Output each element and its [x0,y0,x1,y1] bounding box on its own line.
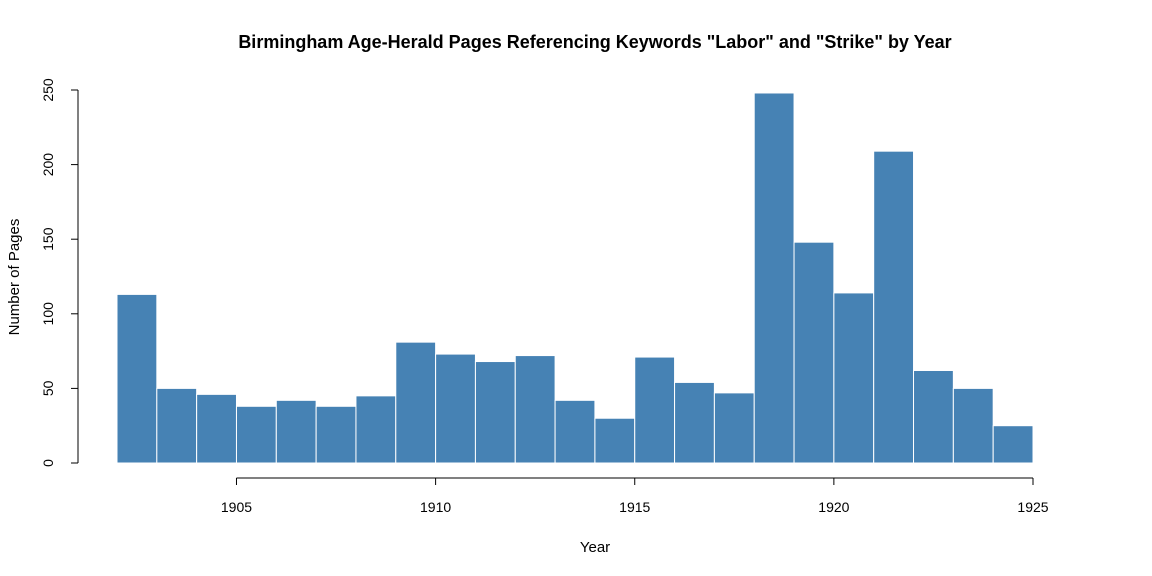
bar-1903 [156,387,198,464]
bar-1902 [116,293,158,464]
bar-1924 [992,425,1034,464]
x-tick-label-1910: 1910 [420,499,451,515]
x-axis: 1905 1910 1915 1920 1925 [221,477,1049,515]
bar-1911 [474,361,516,464]
y-tick-label-200: 200 [40,153,56,177]
bar-1914 [594,417,636,464]
y-axis-label: Number of Pages [6,219,23,336]
bar-1907 [315,405,357,464]
bar-1922 [913,369,954,464]
chart-title: Birmingham Age-Herald Pages Referencing … [238,32,951,52]
bar-1917 [713,392,755,464]
bar-1913 [554,399,596,464]
y-axis: 0 50 100 150 200 250 [40,78,79,467]
x-axis-label: Year [580,539,610,556]
x-tick-label-1915: 1915 [619,499,650,515]
bar-1908 [355,395,397,464]
x-tick-label-1905: 1905 [221,499,252,515]
bar-1906 [275,399,317,464]
bar-1916 [674,381,715,464]
y-tick-label-150: 150 [40,227,56,251]
bar-1904 [196,393,237,464]
y-tick-label-100: 100 [40,302,56,326]
bar-1910 [435,353,476,464]
bar-1919 [793,241,835,464]
x-tick-label-1920: 1920 [818,499,849,515]
bar-1921 [873,150,915,464]
bar-1915 [634,356,676,464]
bars-group [116,92,1034,464]
x-tick-label-1925: 1925 [1017,499,1048,515]
y-tick-label-0: 0 [40,459,56,467]
bar-1918 [753,92,795,464]
bar-1909 [395,341,437,464]
y-tick-label-50: 50 [40,380,56,396]
y-tick-label-250: 250 [40,78,56,102]
bar-1920 [833,292,875,464]
bar-1923 [952,387,994,464]
bar-1912 [514,355,556,464]
bar-1905 [235,405,277,464]
